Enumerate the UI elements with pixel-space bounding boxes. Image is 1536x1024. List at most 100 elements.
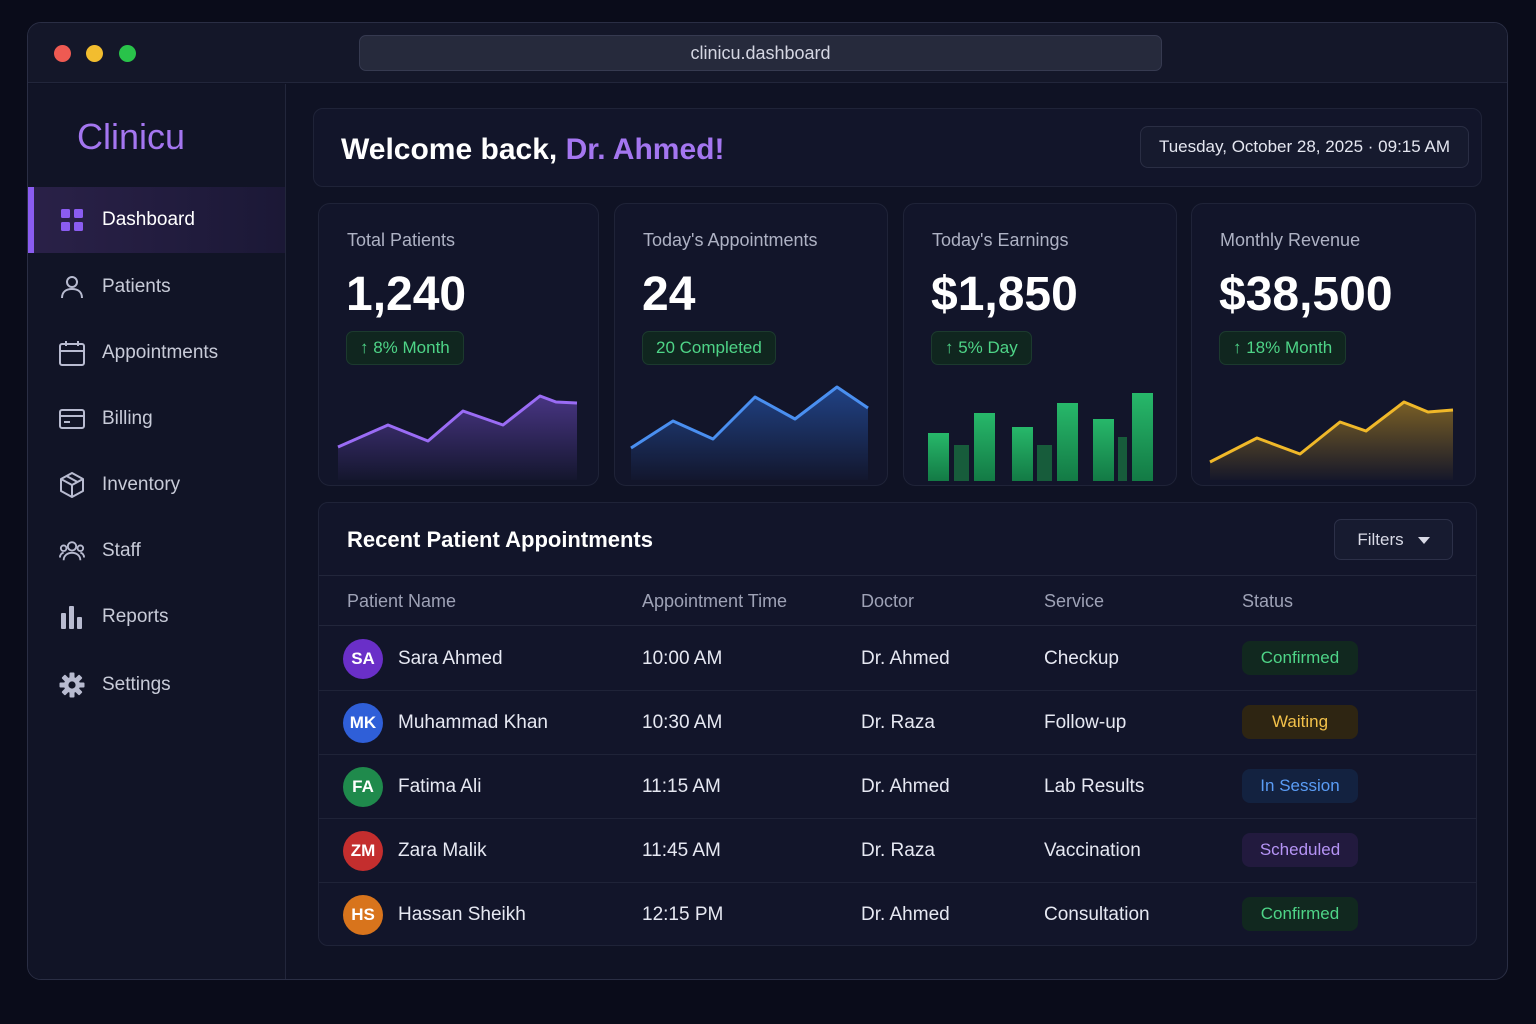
credit-card-icon — [59, 406, 85, 432]
sidebar-item-label: Dashboard — [102, 209, 195, 230]
dashboard-grid-icon — [59, 207, 85, 233]
avatar: HS — [343, 895, 383, 935]
recent-appointments-panel: Recent Patient Appointments Filters Pati… — [318, 502, 1477, 946]
filters-label: Filters — [1357, 529, 1404, 549]
sidebar-item-dashboard[interactable]: Dashboard — [28, 187, 285, 253]
filters-button[interactable]: Filters — [1334, 519, 1453, 560]
table-row[interactable]: FA Fatima Ali 11:15 AM Dr. Ahmed Lab Results… — [319, 755, 1476, 819]
sidebar-item-inventory[interactable]: Inventory — [28, 452, 285, 518]
appointment-time-cell: 10:30 AM — [642, 712, 723, 733]
address-bar[interactable]: clinicu.dashboard — [359, 35, 1162, 71]
status-badge: Waiting — [1242, 705, 1358, 739]
welcome-banner: Welcome back, Dr. Ahmed! Tuesday, Octobe… — [313, 108, 1482, 187]
doctor-cell: Dr. Ahmed — [861, 648, 950, 669]
column-header[interactable]: Doctor — [861, 591, 915, 611]
sidebar-item-reports[interactable]: Reports — [28, 584, 285, 650]
status-badge: Confirmed — [1242, 897, 1358, 931]
avatar: SA — [343, 639, 383, 679]
status-badge: In Session — [1242, 769, 1358, 803]
sidebar-item-label: Appointments — [102, 342, 219, 363]
patients-sparkline-chart — [337, 394, 578, 480]
stat-card-todays-earnings[interactable]: Today's Earnings $1,850 ↑ 5% Day — [903, 203, 1177, 486]
patient-name-cell: Muhammad Khan — [398, 712, 548, 733]
sidebar-item-appointments[interactable]: Appointments — [28, 320, 285, 386]
sidebar-item-label: Inventory — [102, 474, 181, 495]
status-badge: Confirmed — [1242, 641, 1358, 675]
gear-icon — [59, 672, 85, 698]
close-window-button[interactable] — [54, 45, 71, 62]
appointments-sparkline-chart — [630, 385, 869, 480]
section-title: Recent Patient Appointments — [347, 527, 653, 552]
patient-name-cell: Fatima Ali — [398, 776, 482, 797]
brand-logo: Clinicu — [77, 116, 186, 157]
staff-group-icon — [59, 538, 85, 564]
stat-title: Today's Earnings — [932, 230, 1069, 250]
stat-completed-badge: 20 Completed — [642, 331, 776, 365]
column-header[interactable]: Status — [1242, 591, 1294, 611]
column-header[interactable]: Appointment Time — [642, 591, 788, 611]
bar-chart-icon — [59, 604, 85, 630]
stat-title: Monthly Revenue — [1220, 230, 1361, 250]
sidebar: Clinicu Dashboard Patients Appointments … — [28, 84, 286, 979]
avatar: ZM — [343, 831, 383, 871]
table-row[interactable]: MK Muhammad Khan 10:30 AM Dr. Raza Follow-up… — [319, 691, 1476, 755]
box-icon — [59, 472, 85, 498]
sidebar-item-patients[interactable]: Patients — [28, 254, 285, 320]
column-header[interactable]: Patient Name — [347, 591, 457, 611]
user-icon — [59, 274, 85, 300]
appointment-time-cell: 11:45 AM — [642, 840, 721, 861]
sidebar-item-settings[interactable]: Settings — [28, 652, 285, 718]
service-cell: Consultation — [1044, 904, 1150, 925]
welcome-prefix: Welcome back, — [341, 133, 558, 166]
status-badge: Scheduled — [1242, 833, 1358, 867]
stat-value: 24 — [642, 268, 696, 321]
app-window: clinicu.dashboard Clinicu Dashboard Pati… — [27, 22, 1508, 980]
calendar-icon — [59, 340, 85, 366]
page-title: Welcome back, Dr. Ahmed! — [341, 133, 724, 167]
appointment-time-cell: 11:15 AM — [642, 776, 721, 797]
stat-title: Total Patients — [347, 230, 456, 250]
sidebar-item-label: Settings — [102, 674, 171, 695]
stat-value: $1,850 — [931, 268, 1078, 321]
sidebar-item-staff[interactable]: Staff — [28, 518, 285, 584]
column-header[interactable]: Service — [1044, 591, 1105, 611]
service-cell: Checkup — [1044, 648, 1119, 669]
patient-name-cell: Hassan Sheikh — [398, 904, 526, 925]
minimize-window-button[interactable] — [86, 45, 103, 62]
stat-trend-badge: ↑ 8% Month — [346, 331, 464, 365]
service-cell: Follow-up — [1044, 712, 1127, 733]
sidebar-item-label: Reports — [102, 606, 169, 627]
revenue-sparkline-chart — [1209, 400, 1454, 480]
patient-name-cell: Zara Malik — [398, 840, 487, 861]
avatar: FA — [343, 767, 383, 807]
doctor-cell: Dr. Raza — [861, 840, 935, 861]
service-cell: Lab Results — [1044, 776, 1145, 797]
stat-card-todays-appointments[interactable]: Today's Appointments 24 20 Completed — [614, 203, 888, 486]
welcome-user-name: Dr. Ahmed! — [565, 133, 725, 166]
table-row[interactable]: SA Sara Ahmed 10:00 AM Dr. Ahmed Checkup Conf… — [319, 627, 1476, 691]
appointment-time-cell: 10:00 AM — [642, 648, 723, 669]
table-header: Patient Name Appointment Time Doctor Ser… — [319, 575, 1476, 626]
title-bar: clinicu.dashboard — [28, 23, 1507, 83]
stat-title: Today's Appointments — [643, 230, 818, 250]
earnings-bar-chart — [928, 393, 1153, 481]
doctor-cell: Dr. Raza — [861, 712, 935, 733]
sidebar-item-billing[interactable]: Billing — [28, 386, 285, 452]
doctor-cell: Dr. Ahmed — [861, 776, 950, 797]
stat-value: 1,240 — [346, 268, 467, 321]
stat-trend-badge: ↑ 18% Month — [1219, 331, 1347, 365]
maximize-window-button[interactable] — [119, 45, 136, 62]
patient-name-cell: Sara Ahmed — [398, 648, 503, 669]
doctor-cell: Dr. Ahmed — [861, 904, 950, 925]
stat-value: $38,500 — [1219, 268, 1393, 321]
stat-trend-badge: ↑ 5% Day — [931, 331, 1032, 365]
stat-card-total-patients[interactable]: Total Patients 1,240 ↑ 8% Month — [318, 203, 599, 486]
sidebar-item-label: Billing — [102, 408, 153, 429]
sidebar-item-label: Patients — [102, 276, 171, 297]
avatar: MK — [343, 703, 383, 743]
stat-card-monthly-revenue[interactable]: Monthly Revenue $38,500 ↑ 18% Month — [1191, 203, 1476, 486]
caret-down-icon — [1417, 530, 1430, 550]
date-time-display: Tuesday, October 28, 2025 · 09:15 AM — [1139, 126, 1469, 168]
table-row[interactable]: HS Hassan Sheikh 12:15 PM Dr. Ahmed Consulta… — [319, 883, 1476, 945]
table-row[interactable]: ZM Zara Malik 11:45 AM Dr. Raza Vaccination S… — [319, 819, 1476, 883]
